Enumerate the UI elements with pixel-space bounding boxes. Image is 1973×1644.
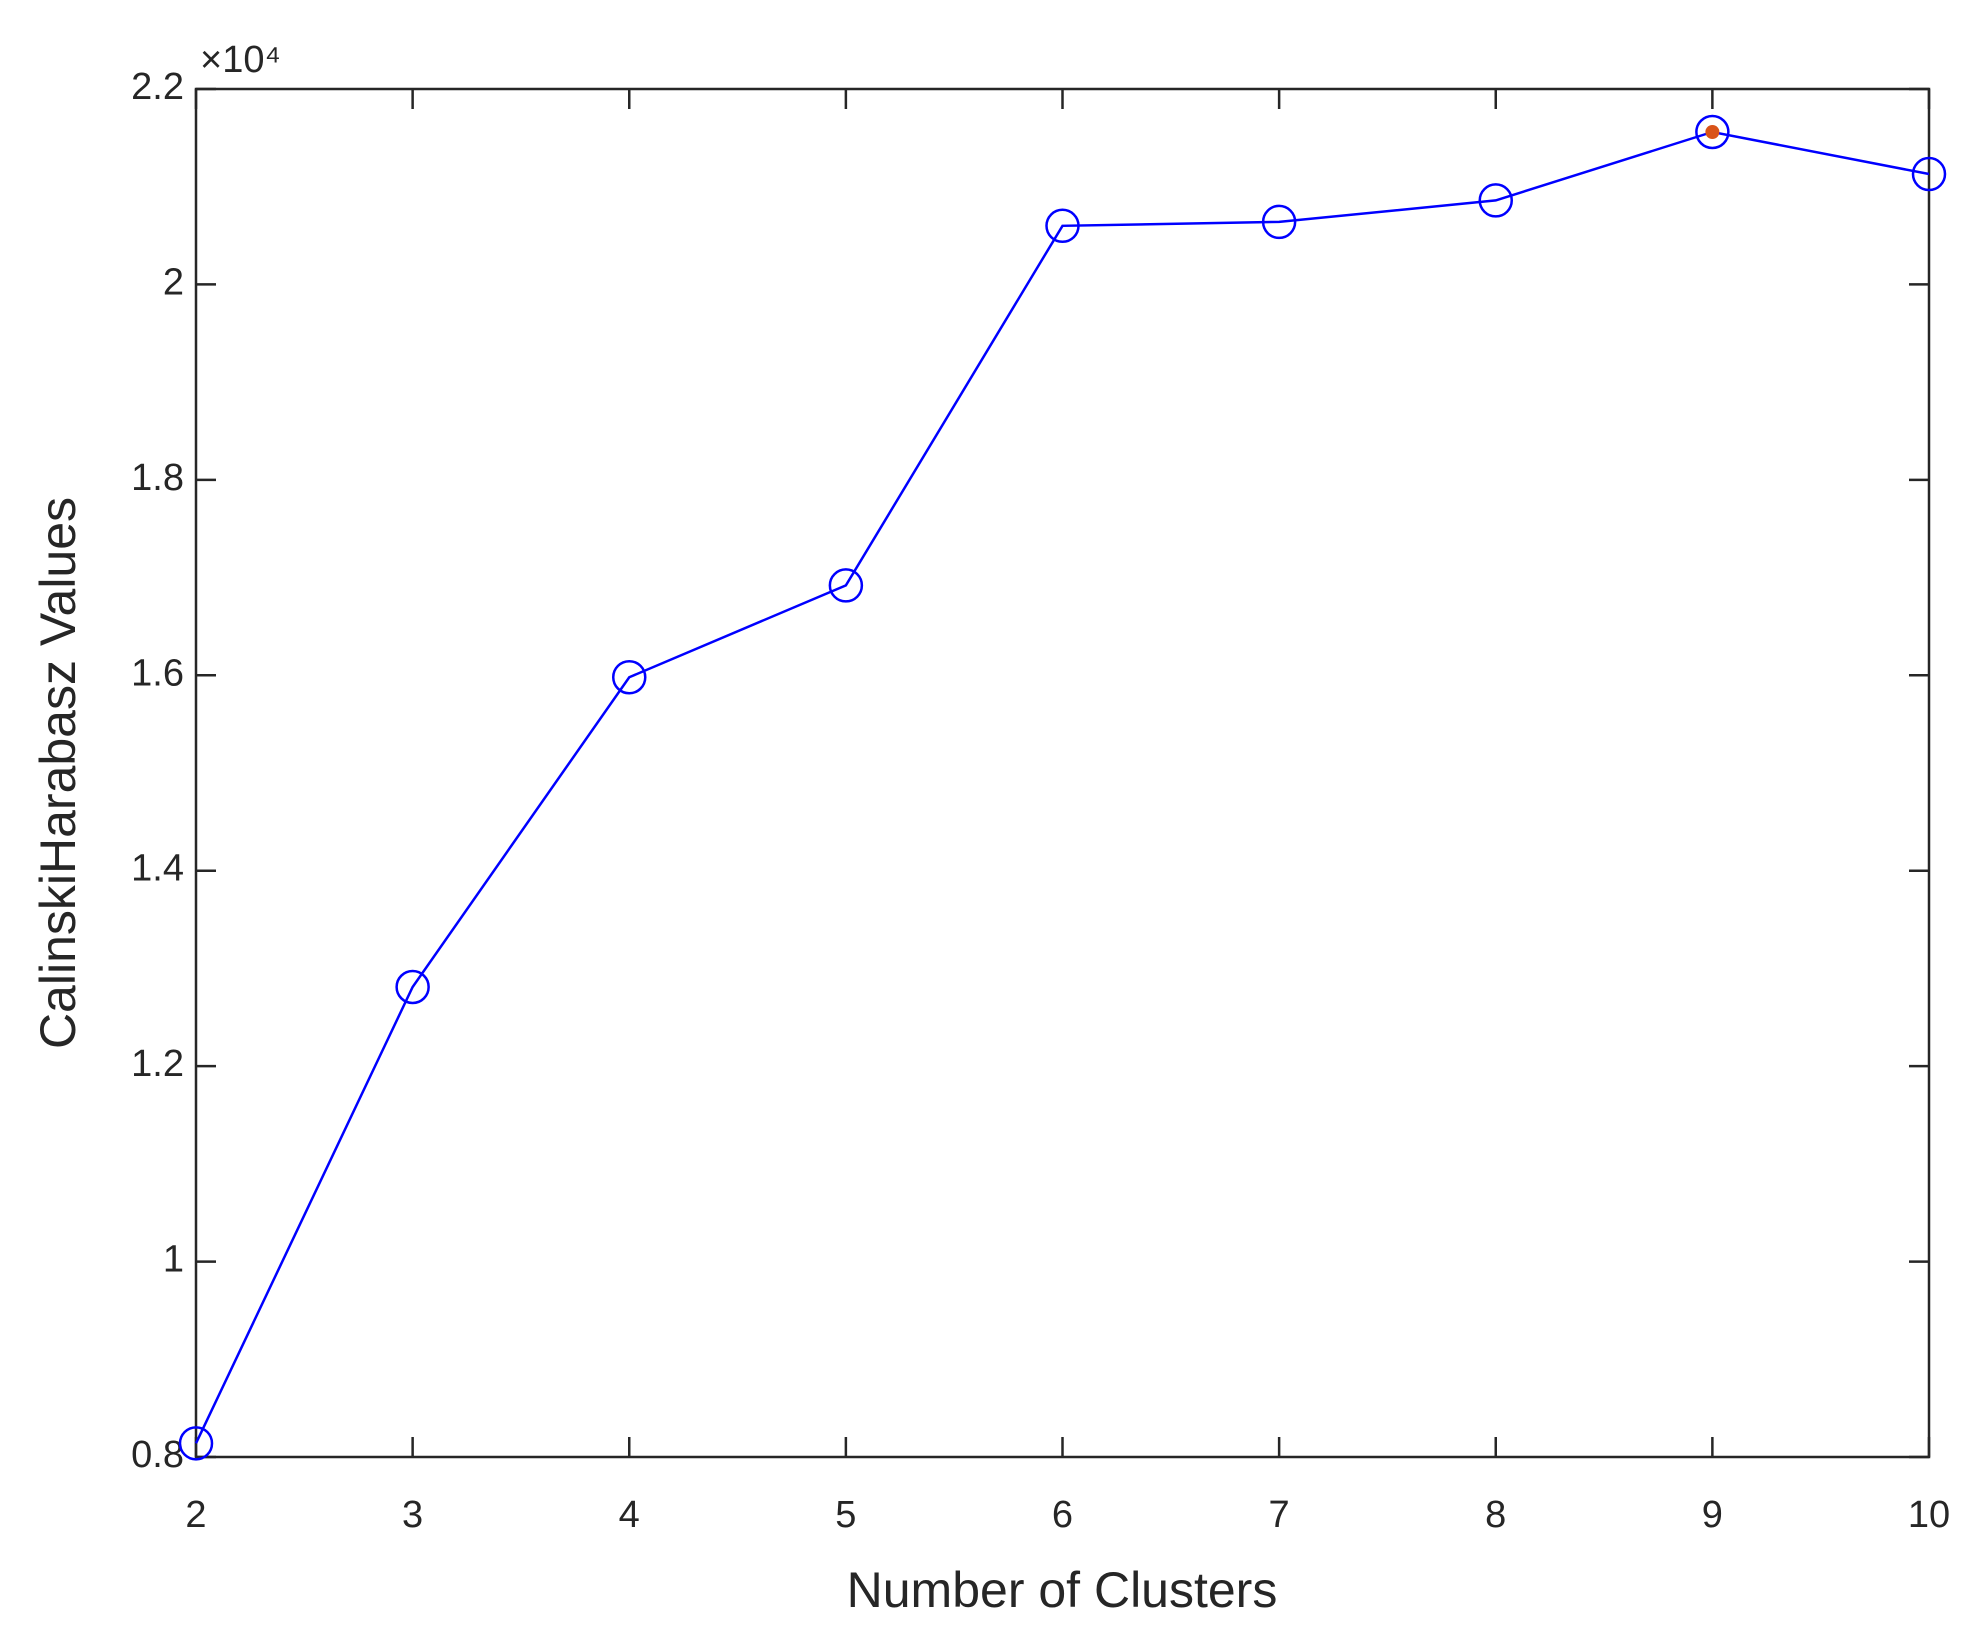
y-tick-label: 1.6 — [131, 652, 184, 694]
x-tick-label: 7 — [1269, 1494, 1290, 1536]
x-tick-label: 3 — [402, 1494, 423, 1536]
x-tick-label: 8 — [1485, 1494, 1506, 1536]
y-multiplier: ×10⁴ — [200, 39, 281, 81]
data-marker — [1045, 208, 1080, 244]
y-axis-label: CalinskiHarabasz Values — [30, 497, 86, 1049]
x-tick-label: 10 — [1908, 1494, 1950, 1536]
x-tick-label: 4 — [619, 1494, 640, 1536]
data-marker — [1695, 114, 1730, 150]
y-tick-label: 1.4 — [131, 848, 184, 890]
x-tick-label: 9 — [1702, 1494, 1723, 1536]
x-axis-label: Number of Clusters — [847, 1562, 1278, 1618]
data-marker — [612, 659, 647, 695]
data-line — [194, 130, 1930, 1444]
x-tick-label: 2 — [185, 1494, 206, 1536]
plot-frame — [194, 87, 1931, 1459]
data-marker — [1478, 183, 1513, 218]
data-marker — [395, 969, 430, 1005]
y-tick-label: 2 — [163, 261, 184, 303]
x-tick-label: 5 — [835, 1494, 856, 1536]
y-tick-label: 1 — [163, 1239, 184, 1281]
data-marker — [1911, 156, 1947, 192]
y-tick-label: 1.2 — [131, 1043, 184, 1085]
y-tick-label: 1.8 — [131, 457, 184, 499]
data-marker — [178, 1426, 214, 1461]
y-tick-label: 0.8 — [131, 1434, 184, 1476]
data-marker — [828, 568, 864, 603]
x-tick-label: 6 — [1052, 1494, 1073, 1536]
highlight-point — [1705, 124, 1720, 139]
data-marker — [1261, 204, 1297, 240]
y-tick-label: 2.2 — [131, 66, 184, 108]
